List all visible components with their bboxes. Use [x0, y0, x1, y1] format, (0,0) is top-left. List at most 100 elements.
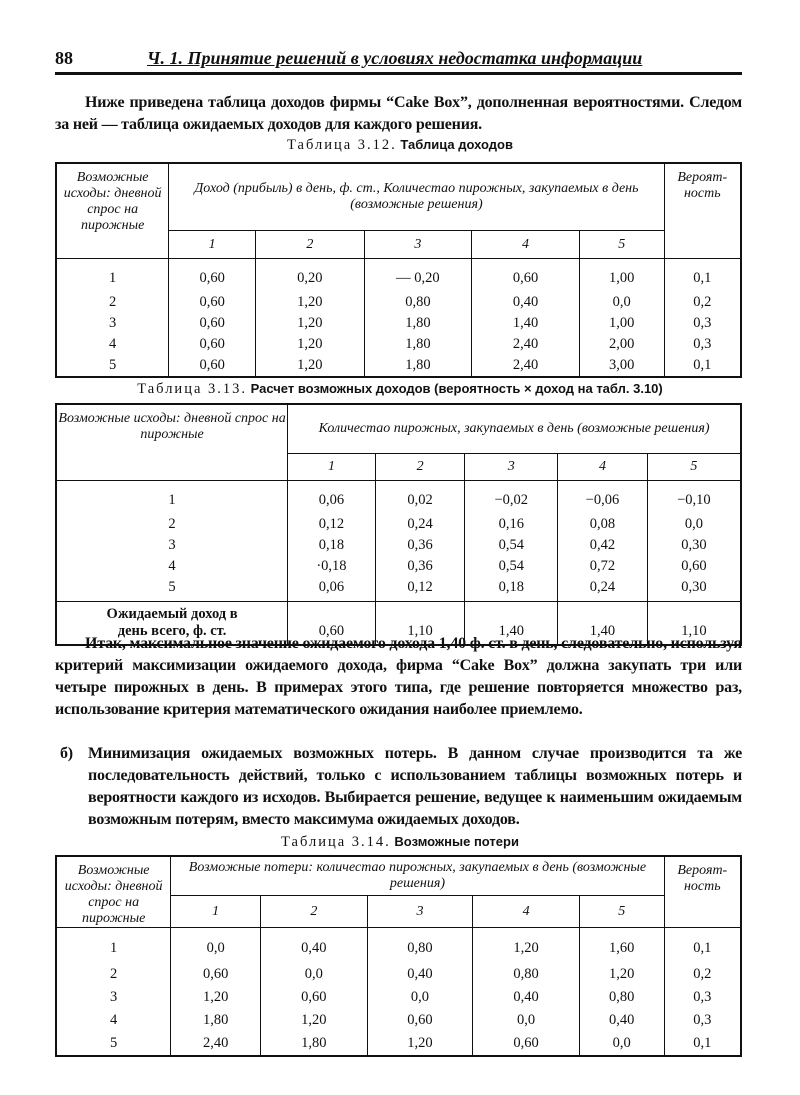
value-cell: 1,40: [471, 313, 580, 334]
caption-title: Возможные потери: [394, 834, 519, 849]
probability-cell: 0,1: [663, 258, 742, 292]
value-cell: 0,30: [646, 535, 742, 556]
table-row: 5 0,06 0,12 0,18 0,24 0,30: [55, 577, 742, 602]
decision-col-header: 5: [578, 230, 665, 259]
value-cell: 0,72: [557, 556, 648, 577]
outcome-cell: 3: [55, 535, 289, 556]
value-cell: 0,0: [578, 292, 665, 313]
table-row: 4 0,60 1,20 1,80 2,40 2,00 0,3: [55, 334, 742, 355]
outcome-cell: 5: [55, 577, 289, 602]
value-cell: 1,20: [255, 313, 365, 334]
value-cell: 1,80: [260, 1032, 368, 1056]
total-cell: 0,60: [287, 601, 376, 646]
value-cell: 2,40: [471, 334, 580, 355]
table2-caption: Таблица 3.13. Расчет возможных доходов (…: [0, 381, 800, 398]
value-cell: 0,08: [557, 514, 648, 535]
value-cell: 1,60: [578, 927, 665, 963]
value-cell: 0,36: [374, 535, 466, 556]
table-row: 4·0,18 0,36 0,54 0,72 0,60: [55, 556, 742, 577]
value-cell: 1,20: [255, 355, 365, 377]
value-cell: 0,06: [287, 480, 376, 514]
value-cell: 0,0: [260, 963, 368, 986]
group-header: Возможные потери: количестао пирожных, з…: [170, 855, 665, 897]
running-title: Ч. 1. Принятие решений в условиях недост…: [147, 48, 643, 68]
probability-header: Вероят-ность: [663, 162, 742, 259]
caption-title: Таблица доходов: [400, 137, 513, 152]
decision-col-header: 2: [255, 230, 365, 259]
caption-label: Таблица 3.13.: [137, 381, 248, 397]
probability-cell: 0,1: [663, 355, 742, 377]
outcome-cell: 3: [55, 313, 170, 334]
total-cell: 1,40: [557, 601, 648, 646]
value-cell: 1,20: [255, 292, 365, 313]
table1-caption: Таблица 3.12. Таблица доходов: [0, 137, 800, 154]
value-cell: 1,20: [578, 963, 665, 986]
decision-col-header: 4: [472, 895, 580, 928]
value-cell: 0,30: [646, 577, 742, 602]
decision-col-header: 4: [471, 230, 580, 259]
total-row: Ожидаемый доход в день всего, ф. ст. 0,60…: [55, 601, 742, 646]
value-cell: 3,00: [578, 355, 665, 377]
outcome-cell: 5: [55, 1032, 172, 1056]
probability-cell: 0,3: [663, 1009, 742, 1032]
outcome-cell: 5: [55, 355, 170, 377]
value-cell: 0,18: [464, 577, 559, 602]
item-b-paragraph: б) Минимизация ожидаемых возможных потерь…: [60, 743, 742, 831]
value-cell: 0,60: [260, 986, 368, 1009]
value-cell: 0,0: [366, 986, 474, 1009]
value-cell: 0,54: [464, 556, 559, 577]
decision-col-header: 3: [464, 453, 559, 481]
outcome-header: Возможные исходы: дневной спрос на пирож…: [55, 403, 289, 481]
value-cell: 0,60: [646, 556, 742, 577]
value-cell: 1,80: [363, 334, 473, 355]
value-cell: 1,80: [363, 355, 473, 377]
outcome-cell: 2: [55, 514, 289, 535]
value-cell: 1,20: [170, 986, 261, 1009]
header-row: Возможные исходы: дневной спрос на пирож…: [55, 403, 742, 481]
value-cell: 1,20: [255, 334, 365, 355]
table-row: 2 0,60 0,0 0,40 0,80 1,20 0,2: [55, 963, 742, 986]
value-cell: 0,60: [170, 963, 261, 986]
intro-paragraph: Ниже приведена таблица доходов фирмы “Ca…: [55, 92, 742, 136]
value-cell: 0,42: [557, 535, 648, 556]
decision-col-header: 1: [168, 230, 257, 259]
value-cell: 1,20: [472, 927, 580, 963]
item-b-text: Минимизация ожидаемых возможных потерь. …: [88, 745, 742, 828]
group-header: Доход (прибыль) в день, ф. ст., Количест…: [168, 162, 665, 231]
value-cell: 0,16: [464, 514, 559, 535]
value-cell: 0,0: [170, 927, 261, 963]
value-cell: 0,80: [578, 986, 665, 1009]
value-cell: 0,36: [374, 556, 466, 577]
value-cell: 1,00: [578, 313, 665, 334]
value-cell: 0,80: [366, 927, 474, 963]
table-row: 2 0,60 1,20 0,80 0,40 0,0 0,2: [55, 292, 742, 313]
decision-col-header: 3: [366, 895, 474, 928]
probability-cell: 0,1: [663, 1032, 742, 1056]
value-cell: 0,40: [472, 986, 580, 1009]
probability-cell: 0,2: [663, 292, 742, 313]
probability-cell: 0,3: [663, 334, 742, 355]
decision-col-header: 1: [287, 453, 376, 481]
possible-losses-table: Возможные исходы: дневной спрос на пирож…: [55, 855, 742, 1057]
value-cell: 0,60: [168, 292, 257, 313]
value-cell: 1,00: [578, 258, 665, 292]
value-cell: 0,0: [578, 1032, 665, 1056]
intro-text: Ниже приведена таблица доходов фирмы “Ca…: [55, 94, 742, 133]
table-row: 1 0,0 0,40 0,80 1,20 1,60 0,1: [55, 927, 742, 963]
value-cell: 0,54: [464, 535, 559, 556]
caption-label: Таблица 3.12.: [287, 137, 397, 153]
value-cell: 0,80: [472, 963, 580, 986]
probability-cell: 0,3: [663, 986, 742, 1009]
decision-col-header: 5: [646, 453, 742, 481]
value-cell: 1,80: [363, 313, 473, 334]
table-row: 5 0,60 1,20 1,80 2,40 3,00 0,1: [55, 355, 742, 377]
value-cell: 0,20: [255, 258, 365, 292]
probability-header: Вероят-ность: [663, 855, 742, 928]
total-cell: 1,10: [374, 601, 466, 646]
value-cell: 0,80: [363, 292, 473, 313]
conclusion-paragraph: Итак, максимальное значение ожидаемого д…: [55, 633, 742, 721]
value-cell: 2,40: [471, 355, 580, 377]
header-row: Возможные исходы: дневной спрос на пирож…: [55, 162, 742, 259]
